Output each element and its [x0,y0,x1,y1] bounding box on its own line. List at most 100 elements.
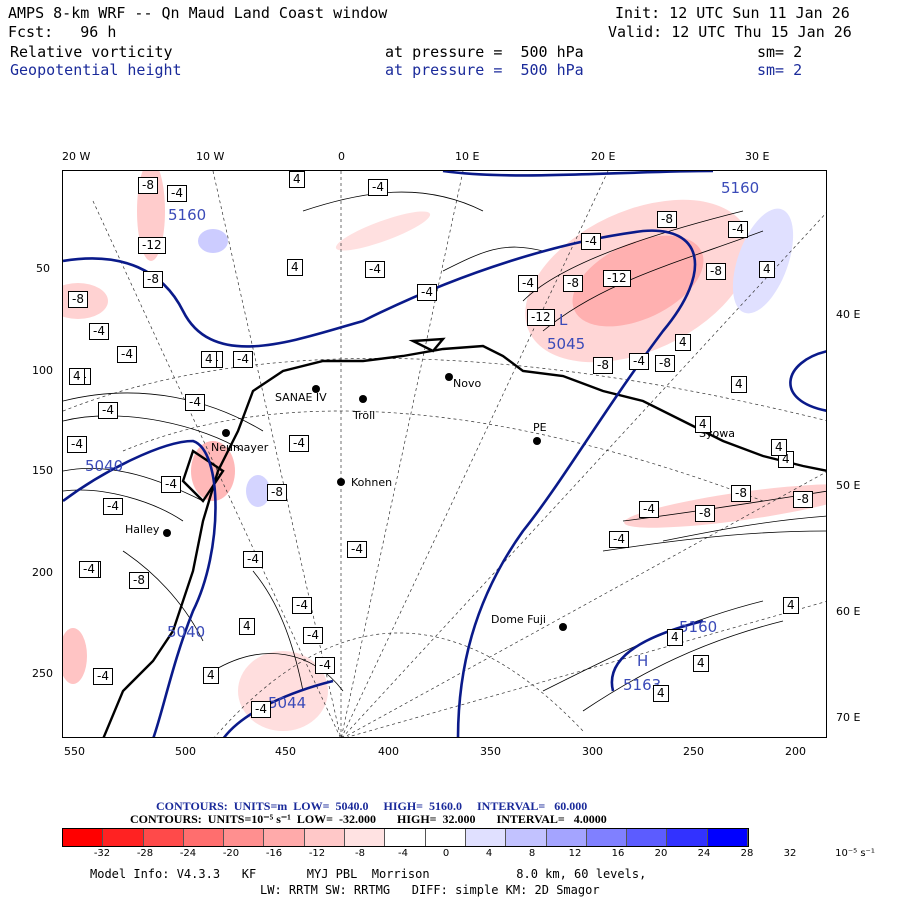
vorticity-label: 4 [695,416,711,433]
top-axis-label: 20 W [62,150,91,163]
height-contours [63,171,826,737]
colorbar-swatch [63,829,104,846]
colorbar-swatch [103,829,144,846]
bottom-axis-label: 450 [275,745,296,758]
colorbar-swatch [506,829,547,846]
vorticity-label: -8 [731,485,751,502]
vorticity-label: -4 [417,284,437,301]
vorticity-label: -4 [117,346,137,363]
station-sanae: SANAE IV [275,391,327,404]
vorticity-label: -4 [161,476,181,493]
vorticity-label: -8 [267,484,287,501]
colorbar-tick: -8 [355,848,365,859]
vorticity-label: -4 [89,323,109,340]
left-axis-label: 200 [32,566,53,579]
colorbar-unit: 10⁻⁵ s⁻¹ [835,848,875,859]
right-axis-label: 60 E [836,605,861,618]
field2-level: at pressure = 500 hPa [385,61,584,79]
vorticity-label: -4 [609,531,629,548]
colorbar-tick: -32 [93,848,111,859]
vorticity-label: -12 [527,309,555,326]
colorbar-tick: 20 [654,848,668,859]
vorticity-label: -8 [793,491,813,508]
colorbar-tick: -28 [136,848,154,859]
bottom-axis-label: 350 [480,745,501,758]
vorticity-label: -4 [98,402,118,419]
height-contour-info: CONTOURS: UNITS=m LOW= 5040.0 HIGH= 5160… [156,799,588,813]
chart-title: AMPS 8-km WRF -- Qn Maud Land Coast wind… [8,4,388,22]
vorticity-label: -8 [706,263,726,280]
vorticity-label: 4 [653,685,669,702]
colorbar-swatch [627,829,668,846]
colorbar-tick: 24 [697,848,711,859]
height-label: 5045 [547,335,586,353]
colorbar-swatch [465,829,507,846]
bottom-axis-label: 500 [175,745,196,758]
vorticity-label: -4 [728,221,748,238]
vorticity-label: -4 [303,627,323,644]
left-axis-label: 100 [32,364,53,377]
left-axis-label: 150 [32,464,53,477]
vorticity-label: -4 [67,436,87,453]
vorticity-label: -4 [629,353,649,370]
colorbar-swatch [385,829,426,846]
vorticity-label: 4 [667,629,683,646]
forecast-hour: Fcst: 96 h [8,23,117,41]
vorticity-label: 4 [69,368,85,385]
init-time: Init: 12 UTC Sun 11 Jan 26 [615,4,850,22]
vorticity-label: -12 [603,270,631,287]
colorbar-tick: 8 [528,848,536,859]
vorticity-label: 4 [759,261,775,278]
field1-smoothing: sm= 2 [757,43,803,61]
colorbar-tick: -12 [308,848,326,859]
vorticity-label: -8 [657,211,677,228]
vorticity-label: 4 [771,439,787,456]
height-label: 5044 [268,694,307,712]
coastline [102,337,826,737]
vorticity-label: 4 [693,655,709,672]
vorticity-label: -4 [103,498,123,515]
right-axis-label: 50 E [836,479,861,492]
station-neumayer: Neumayer [211,441,269,454]
colorbar-tick: 4 [485,848,493,859]
colorbar-tick: 12 [568,848,582,859]
left-axis-label: 250 [32,667,53,680]
vorticity-label: 4 [287,259,303,276]
vorticity-label: 4 [675,334,691,351]
colorbar-swatch [304,829,346,846]
bottom-axis-label: 400 [378,745,399,758]
vorticity-label: -4 [365,261,385,278]
vorticity-label: -4 [292,597,312,614]
colorbar-swatch [707,829,749,846]
graticule [63,171,826,737]
colorbar-swatch [345,829,386,846]
vorticity-label: -4 [243,551,263,568]
height-label: 5160 [679,618,718,636]
field1-name: Relative vorticity [10,43,173,61]
colorbar-swatch [546,829,587,846]
colorbar-tick: 16 [611,848,625,859]
colorbar-swatch [425,829,466,846]
bottom-axis-label: 550 [64,745,85,758]
low-center: L [559,311,568,329]
colorbar-tick: 28 [740,848,754,859]
field2-name: Geopotential height [10,61,182,79]
vorticity-label: -4 [518,275,538,292]
height-label: 5040 [167,623,206,641]
vorticity-label: -4 [315,657,335,674]
vorticity-label: -4 [368,179,388,196]
high-center: H [637,652,649,670]
vorticity-label: 4 [239,618,255,635]
vorticity-label: -4 [581,233,601,250]
model-info-2: LW: RRTM SW: RRTMG DIFF: simple KM: 2D S… [260,883,600,897]
vorticity-label: 4 [203,667,219,684]
colorbar-swatch [264,829,305,846]
colorbar-tick: -16 [265,848,283,859]
vorticity-label: -8 [563,275,583,292]
left-axis-label: 50 [36,262,50,275]
map-canvas [63,171,826,737]
field1-level: at pressure = 500 hPa [385,43,584,61]
colorbar-swatch [667,829,708,846]
vorticity-label: 4 [783,597,799,614]
bottom-axis-label: 300 [582,745,603,758]
